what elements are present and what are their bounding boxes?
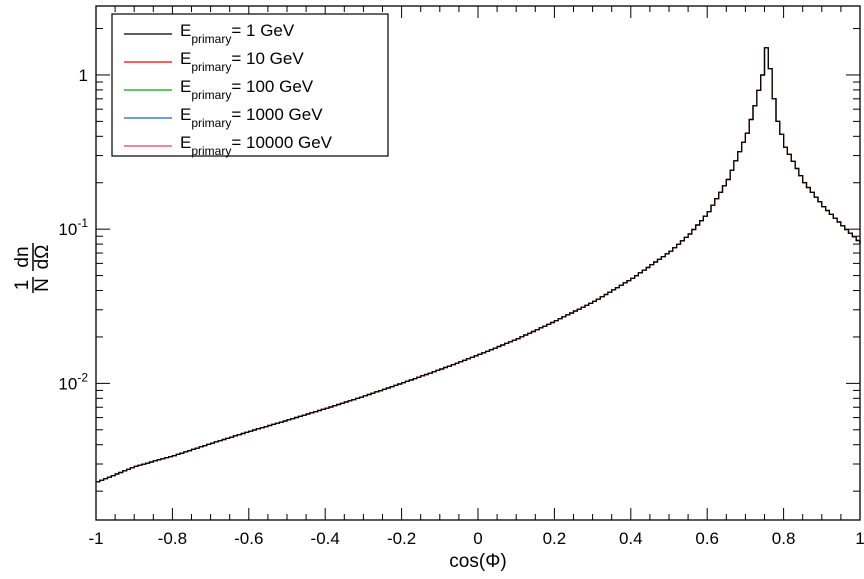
legend-label-sub: primary <box>191 88 231 102</box>
y-axis-ticks: 10-210-11 <box>58 28 860 492</box>
x-tick-label: -0.4 <box>311 529 340 548</box>
y-tick-exponent: -2 <box>77 370 88 384</box>
x-tick-label: 1 <box>855 529 864 548</box>
y-title-numerator-top: 1 <box>12 280 33 291</box>
legend-label: Eprimary= 1 GeV <box>180 21 295 46</box>
y-axis-title: 1 Ndn dΩ <box>12 243 53 293</box>
x-tick-label: 0.8 <box>772 529 796 548</box>
x-tick-label: 0.6 <box>695 529 719 548</box>
y-tick-base: 10 <box>58 220 77 239</box>
legend-label-tail: = 10000 GeV <box>231 133 332 152</box>
y-tick-label: 1 <box>79 66 88 85</box>
legend-label-sub: primary <box>191 116 231 130</box>
x-axis-ticks: -1 -0.8 -0.6 -0.4 -0.2 0 0.2 0.4 0.6 0.8 1 <box>88 6 864 548</box>
x-tick-label: 0.4 <box>619 529 643 548</box>
y-title-fraction-bottom: dΩ <box>32 245 53 270</box>
legend-label-tail: = 1 GeV <box>231 21 295 40</box>
legend-label-main: E <box>180 49 191 68</box>
legend-label-sub: primary <box>191 32 231 46</box>
x-tick-label: -0.2 <box>387 529 416 548</box>
series-line <box>96 47 861 483</box>
legend-label-sub: primary <box>191 60 231 74</box>
legend-label-main: E <box>180 21 191 40</box>
x-axis-title: cos(Φ) <box>449 551 506 572</box>
legend-label: Eprimary= 10 GeV <box>180 49 304 74</box>
legend-label: Eprimary= 1000 GeV <box>180 105 323 130</box>
legend-label-tail: = 100 GeV <box>231 77 313 96</box>
x-tick-label: -1 <box>88 529 103 548</box>
x-tick-label: -0.8 <box>158 529 187 548</box>
legend-label-main: E <box>180 77 191 96</box>
y-tick-base: 10 <box>58 374 77 393</box>
legend-label-main: E <box>180 105 191 124</box>
axis-titles: cos(Φ) 1 Ndn dΩ <box>12 243 507 572</box>
y-tick-exponent: -1 <box>77 216 88 230</box>
y-tick-label: 10-2 <box>58 370 88 393</box>
legend-label-tail: = 10 GeV <box>231 49 304 68</box>
legend-label-tail: = 1000 GeV <box>231 105 323 124</box>
x-tick-label: 0.2 <box>543 529 567 548</box>
legend-label-sub: primary <box>191 144 231 158</box>
x-tick-label: -0.6 <box>234 529 263 548</box>
x-tick-label: 0 <box>473 529 482 548</box>
y-title-numerator-bottom: N <box>32 278 53 292</box>
legend-box <box>111 13 389 157</box>
legend-label: Eprimary= 100 GeV <box>180 77 314 102</box>
y-title-fraction-top: dn <box>12 246 33 267</box>
y-tick-label: 10-1 <box>58 216 88 239</box>
legend-label: Eprimary= 10000 GeV <box>180 133 333 158</box>
legend-label-main: E <box>180 133 191 152</box>
series-layer <box>96 47 861 483</box>
